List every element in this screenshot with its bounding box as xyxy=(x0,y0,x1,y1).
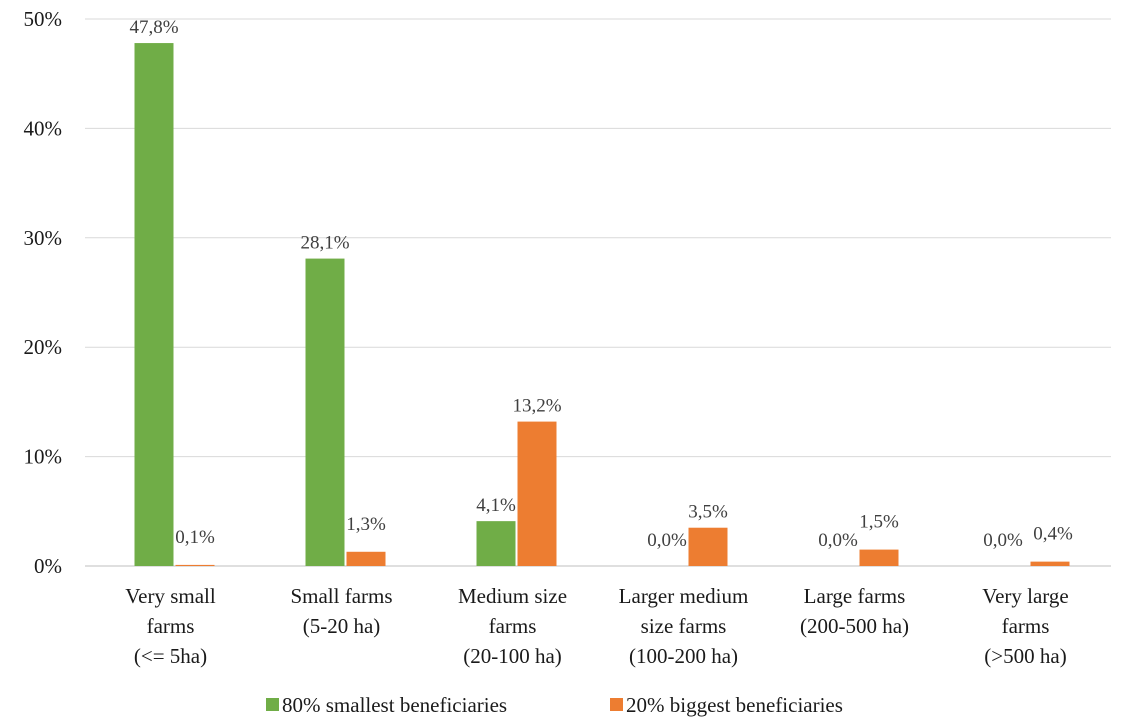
bar xyxy=(305,258,345,566)
y-tick-label: 30% xyxy=(24,226,63,250)
bar xyxy=(476,521,516,566)
bar xyxy=(346,551,386,566)
category-label: Very large farms (>500 ha) xyxy=(982,584,1069,668)
category-label-line: (>500 ha) xyxy=(984,644,1066,668)
bars xyxy=(134,43,1070,567)
category-label-line: (<= 5ha) xyxy=(134,644,207,668)
y-axis-ticks: 0% 10% 20% 30% 40% 50% xyxy=(24,7,63,578)
legend-label: 20% biggest beneficiaries xyxy=(626,693,843,717)
bar xyxy=(688,527,728,566)
legend-swatch xyxy=(610,698,623,711)
category-label-line: farms xyxy=(489,614,537,638)
data-label: 0,0% xyxy=(983,530,1023,551)
category-label: Larger medium size farms (100-200 ha) xyxy=(619,584,749,668)
y-tick-label: 0% xyxy=(34,554,62,578)
legend-swatch xyxy=(266,698,279,711)
category-label-line: Larger medium xyxy=(619,584,749,608)
bar xyxy=(134,43,174,567)
category-label-line: (100-200 ha) xyxy=(629,644,738,668)
data-label: 0,0% xyxy=(647,530,687,551)
data-label: 0,4% xyxy=(1033,524,1073,545)
y-tick-label: 40% xyxy=(24,116,63,140)
legend-label: 80% smallest beneficiaries xyxy=(282,693,507,717)
category-label-line: Large farms xyxy=(804,584,906,608)
data-label: 47,8% xyxy=(129,17,178,38)
category-label-line: size farms xyxy=(641,614,727,638)
category-label-line: farms xyxy=(147,614,195,638)
data-label: 0,1% xyxy=(175,527,215,548)
data-label: 3,5% xyxy=(688,502,728,523)
category-label-line: (5-20 ha) xyxy=(303,614,381,638)
bar xyxy=(517,421,557,566)
y-tick-label: 50% xyxy=(24,7,63,31)
bar xyxy=(175,564,215,566)
category-label-line: (200-500 ha) xyxy=(800,614,909,638)
category-label-line: Very small xyxy=(125,584,216,608)
category-label: Very small farms (<= 5ha) xyxy=(125,584,216,668)
data-label: 0,0% xyxy=(818,530,858,551)
bar xyxy=(859,549,899,566)
data-label: 1,5% xyxy=(859,512,899,533)
legend: 80% smallest beneficiaries 20% biggest be… xyxy=(266,693,843,717)
category-label: Small farms (5-20 ha) xyxy=(290,584,392,638)
data-label: 4,1% xyxy=(476,495,516,516)
category-label-line: Small farms xyxy=(290,584,392,608)
category-label: Large farms (200-500 ha) xyxy=(800,584,909,638)
y-tick-label: 20% xyxy=(24,335,63,359)
data-labels: 47,8% 28,1% 4,1% 0,0% 0,0% 0,0% 0,1% 1,3% 13,2% 3… xyxy=(129,17,1073,551)
data-label: 1,3% xyxy=(346,514,386,535)
category-label-line: farms xyxy=(1002,614,1050,638)
data-label: 13,2% xyxy=(512,396,561,417)
y-tick-label: 10% xyxy=(24,445,63,469)
category-label-line: Very large xyxy=(982,584,1069,608)
data-label: 28,1% xyxy=(300,233,349,254)
x-axis-categories: Very small farms (<= 5ha) Small farms (5-20 … xyxy=(125,584,1068,668)
gridlines xyxy=(85,18,1111,567)
category-label-line: Medium size xyxy=(458,584,567,608)
category-label-line: (20-100 ha) xyxy=(463,644,562,668)
category-label: Medium size farms (20-100 ha) xyxy=(458,584,567,668)
bar xyxy=(1030,561,1070,566)
